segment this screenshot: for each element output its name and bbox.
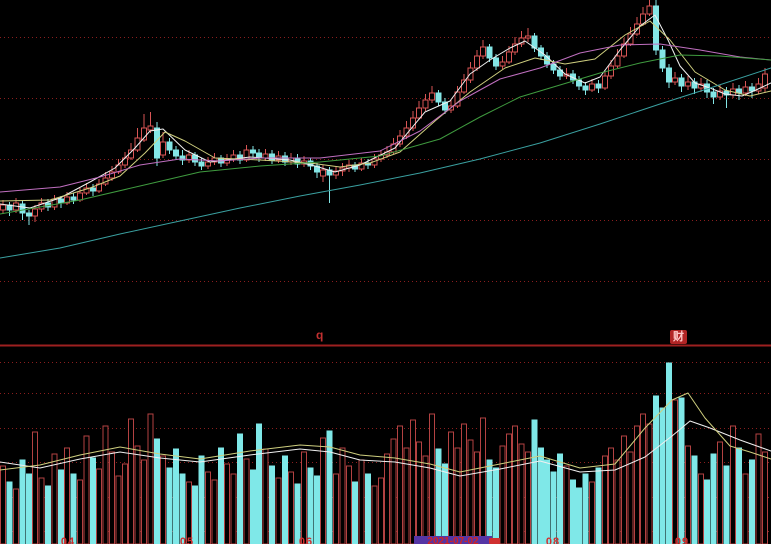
ex-rights-marker[interactable]: q <box>316 328 324 342</box>
x-axis-month-label-06: 06 <box>298 536 314 544</box>
x-axis-month-label-05: 05 <box>179 536 195 544</box>
x-axis-month-label-09: 09 <box>674 536 690 544</box>
selected-date-handle-icon[interactable] <box>489 538 500 544</box>
x-axis-month-label-04: 04 <box>60 536 76 544</box>
financial-report-marker[interactable]: 财 <box>670 330 687 344</box>
selected-date-label[interactable]: 2021-07-02 <box>414 536 492 544</box>
x-axis-month-label-08: 08 <box>545 536 561 544</box>
